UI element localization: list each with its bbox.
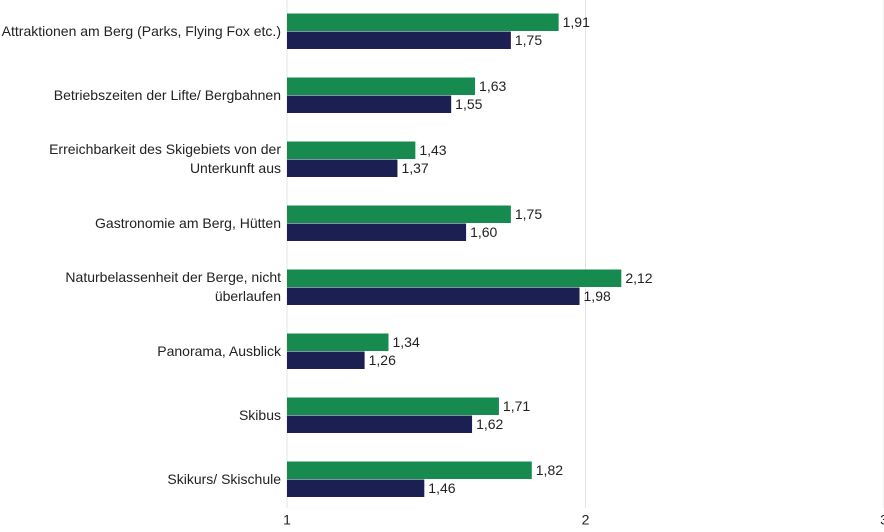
bar xyxy=(287,77,476,95)
bar xyxy=(287,351,365,369)
bar xyxy=(287,269,622,287)
bar xyxy=(287,13,559,31)
bar xyxy=(287,461,532,479)
category-text: Gastronomie am Berg, Hütten xyxy=(95,214,281,231)
category-label: Betriebszeiten der Lifte/ Bergbahnen xyxy=(0,73,281,117)
category-text: Erreichbarkeit des Skigebiets von der Un… xyxy=(49,141,281,176)
category-text: Skikurs/ Skischule xyxy=(167,470,281,487)
value-label: 1,75 xyxy=(515,206,542,222)
bar xyxy=(287,205,511,223)
category-label: Gastronomie am Berg, Hütten xyxy=(0,201,281,245)
category-label: Skikurs/ Skischule xyxy=(0,457,281,501)
bar xyxy=(287,415,473,433)
category-text: Panorama, Ausblick xyxy=(157,342,281,359)
value-label: 1,63 xyxy=(479,78,506,94)
value-label: 1,82 xyxy=(536,462,563,478)
category-text: Attraktionen am Berg (Parks, Flying Fox … xyxy=(1,22,281,39)
value-label: 1,46 xyxy=(428,480,455,496)
x-tick-label: 3 xyxy=(880,512,884,528)
bar xyxy=(287,31,511,49)
value-label: 1,37 xyxy=(401,160,428,176)
value-label: 1,55 xyxy=(455,96,482,112)
value-label: 1,91 xyxy=(563,14,590,30)
value-label: 1,75 xyxy=(515,32,542,48)
x-tick-label: 2 xyxy=(582,512,590,528)
category-label: Naturbelassenheit der Berge, nicht überl… xyxy=(0,265,281,309)
value-label: 1,71 xyxy=(503,398,530,414)
category-label: Skibus xyxy=(0,393,281,437)
category-text: Betriebszeiten der Lifte/ Bergbahnen xyxy=(53,86,281,103)
value-label: 1,60 xyxy=(470,224,497,240)
value-label: 2,12 xyxy=(625,270,652,286)
x-tick-label: 1 xyxy=(283,512,291,528)
value-label: 1,43 xyxy=(419,142,446,158)
value-label: 1,26 xyxy=(369,352,396,368)
value-label: 1,98 xyxy=(584,288,611,304)
bar xyxy=(287,159,398,177)
bar xyxy=(287,287,580,305)
bar xyxy=(287,397,499,415)
category-label: Attraktionen am Berg (Parks, Flying Fox … xyxy=(0,9,281,53)
category-label: Panorama, Ausblick xyxy=(0,329,281,373)
value-label: 1,62 xyxy=(476,416,503,432)
bar xyxy=(287,333,389,351)
bar xyxy=(287,95,452,113)
bar xyxy=(287,141,416,159)
category-text: Skibus xyxy=(238,406,281,423)
value-label: 1,34 xyxy=(392,334,419,350)
category-text: Naturbelassenheit der Berge, nicht überl… xyxy=(65,269,281,304)
bar xyxy=(287,223,467,241)
bar xyxy=(287,479,425,497)
category-label: Erreichbarkeit des Skigebiets von der Un… xyxy=(0,137,281,181)
